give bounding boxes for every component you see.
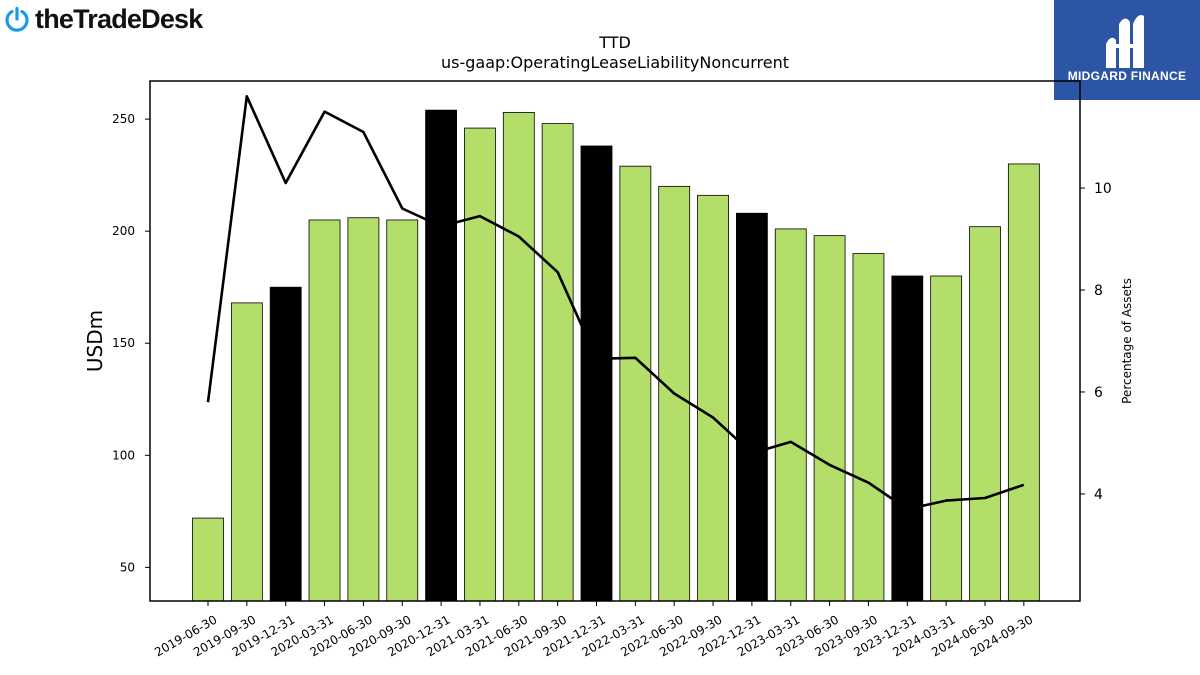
percentage-line: [206, 95, 1025, 511]
logo-text: theTradeDesk: [35, 3, 203, 34]
y2-tick-label: 4: [1094, 487, 1103, 503]
bar-2021-06-30: [502, 111, 535, 602]
bar-2021-12-31: [580, 145, 613, 602]
bar-2024-06-30: [969, 226, 1001, 602]
midgard-logo-icon: [1106, 15, 1144, 69]
bar-2023-03-31: [774, 228, 807, 602]
left-y-axis: 50 100 150 200 250: [112, 112, 150, 574]
right-y-axis: 4 6 8 10: [1080, 181, 1112, 503]
x-axis: 2019-06-302019-09-302019-12-312020-03-31…: [152, 601, 1035, 659]
y-tick-label: 50: [120, 560, 135, 574]
y-tick-label: 250: [112, 112, 135, 126]
bar-2021-09-30: [541, 123, 574, 602]
bar-2023-06-30: [813, 235, 846, 602]
bar-2022-09-30: [697, 194, 729, 602]
y2-tick-label: 6: [1094, 385, 1103, 401]
bar-2022-12-31: [736, 212, 768, 602]
y-tick-label: 200: [112, 224, 135, 238]
bar-2020-06-30: [347, 217, 380, 602]
y-tick-label: 100: [112, 448, 135, 462]
y-tick-label: 150: [112, 336, 135, 350]
line-series: [206, 95, 1025, 511]
y-axis-label: USDm: [83, 310, 107, 372]
bar-2020-03-31: [308, 219, 341, 602]
bar-2024-09-30: [1007, 163, 1040, 602]
bar-2019-06-30: [192, 517, 224, 602]
badge-text: MIDGARD FINANCE: [1067, 69, 1187, 83]
bar-2023-09-30: [852, 253, 885, 602]
power-icon: [5, 6, 29, 32]
plot-frame: [149, 80, 1081, 602]
bar-series: [192, 109, 1040, 602]
bar-2021-03-31: [464, 127, 496, 602]
y2-tick-label: 10: [1094, 181, 1112, 197]
y2-axis-label: Percentage of Assets: [1120, 278, 1134, 404]
y2-tick-label: 8: [1094, 283, 1103, 299]
bar-2024-03-31: [930, 275, 963, 602]
bar-2023-12-31: [891, 275, 924, 602]
bar-2019-09-30: [230, 302, 263, 602]
bar-2019-12-31: [269, 286, 302, 602]
tradedesk-logo: theTradeDesk: [4, 3, 203, 34]
chart-title: TTD: [599, 33, 631, 52]
midgard-finance-badge: MIDGARD FINANCE: [1054, 0, 1200, 100]
bar-2020-12-31: [425, 109, 458, 602]
bar-2022-03-31: [619, 165, 652, 602]
chart-subtitle: us-gaap:OperatingLeaseLiabilityNoncurren…: [440, 53, 790, 72]
bar-2020-09-30: [386, 219, 419, 602]
